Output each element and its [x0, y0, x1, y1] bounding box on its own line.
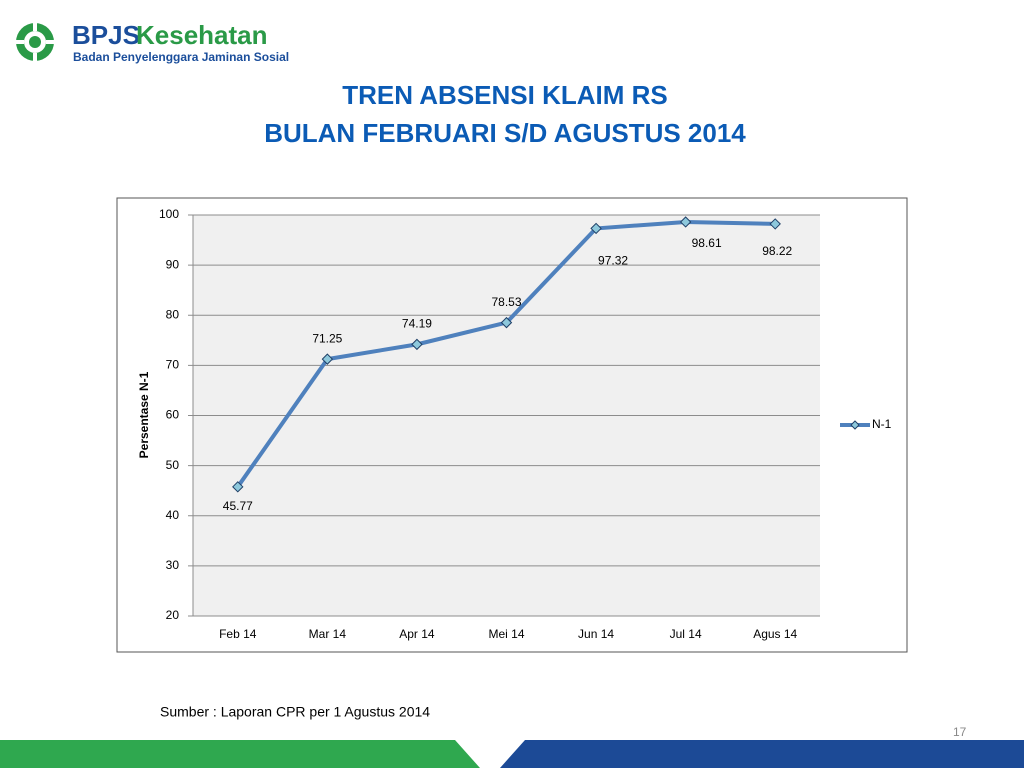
data-label: 98.61	[692, 236, 722, 250]
y-tick-label: 50	[166, 458, 180, 472]
brand: BPJS	[72, 20, 140, 50]
data-point	[321, 353, 334, 365]
data-label: 45.77	[223, 499, 253, 513]
data-point	[590, 222, 602, 235]
y-tick-label: 30	[166, 558, 180, 572]
data-point	[679, 216, 692, 228]
y-axis-label: Persentase N-1	[137, 371, 151, 458]
data-label: 98.22	[762, 244, 792, 258]
data-point	[769, 218, 781, 230]
y-tick-label: 80	[166, 307, 180, 321]
x-tick-label: Agus 14	[753, 627, 797, 641]
tagline: Badan Penyelenggara Jaminan Sosial	[73, 50, 289, 64]
page-number: 17	[953, 725, 967, 739]
y-tick-label: 60	[166, 408, 180, 422]
chart-subtitle: BULAN FEBRUARI S/D AGUSTUS 2014	[264, 118, 746, 148]
y-tick-label: 70	[166, 358, 180, 372]
y-tick-label: 20	[166, 608, 180, 622]
x-tick-label: Mar 14	[309, 627, 347, 641]
data-label: 97.32	[598, 254, 628, 268]
chart: 20 30 40 50 60 70 80 90 100 Feb 14 Mar 14 Apr 14 Mei…	[159, 207, 892, 641]
logo-icon	[14, 21, 56, 63]
x-tick-label: Mei 14	[488, 627, 524, 641]
x-tick-label: Feb 14	[219, 627, 257, 641]
x-tick-label: Jul 14	[670, 627, 702, 641]
chart-title: TREN ABSENSI KLAIM RS	[342, 80, 668, 110]
data-point	[411, 338, 423, 351]
data-point	[500, 316, 513, 329]
brand-suffix: Kesehatan	[136, 20, 268, 50]
footer-band-green	[0, 740, 480, 768]
data-label: 74.19	[402, 317, 432, 331]
legend-marker	[850, 420, 860, 430]
y-tick-label: 100	[159, 207, 179, 221]
footer-band-blue	[500, 740, 1024, 768]
x-tick-label: Jun 14	[578, 627, 614, 641]
data-point	[232, 481, 244, 493]
data-label: 71.25	[312, 331, 342, 345]
source: Sumber : Laporan CPR per 1 Agustus 2014	[160, 704, 430, 720]
legend-label: N-1	[872, 417, 892, 431]
y-tick-label: 40	[166, 508, 180, 522]
x-tick-label: Apr 14	[399, 627, 435, 641]
data-label: 78.53	[491, 295, 521, 309]
y-tick-label: 90	[166, 257, 180, 271]
